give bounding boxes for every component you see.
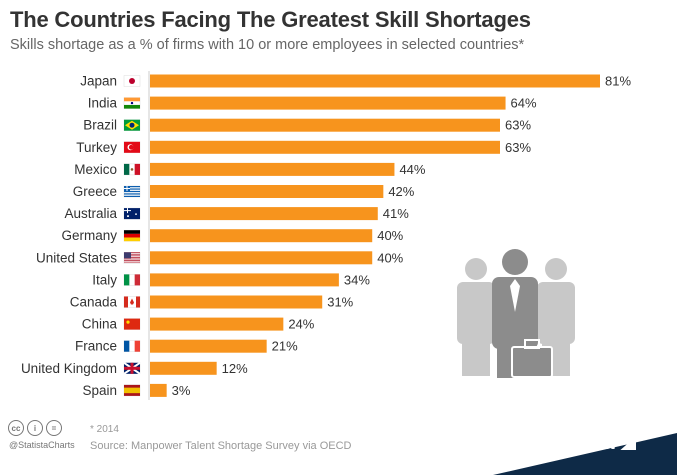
flag-mexico-icon [123, 163, 141, 176]
value-label-greece: 42% [388, 184, 414, 199]
bar-france [150, 339, 267, 353]
bar-australia [150, 207, 378, 221]
category-label-france: France [75, 339, 117, 354]
value-label-united-kingdom: 12% [222, 361, 248, 376]
bar-canada [150, 295, 323, 309]
flag-australia-icon [123, 207, 141, 220]
bar-germany [150, 229, 373, 243]
value-label-brazil: 63% [505, 118, 531, 133]
flag-canada-icon [123, 296, 141, 308]
attribution-icon: i [27, 420, 43, 436]
category-label-turkey: Turkey [76, 140, 117, 155]
value-label-turkey: 63% [505, 140, 531, 155]
bar-spain [150, 383, 167, 397]
flag-united-kingdom-icon [123, 361, 141, 375]
category-label-italy: Italy [92, 272, 117, 287]
category-label-china: China [82, 317, 118, 332]
category-label-united-kingdom: United Kingdom [21, 361, 117, 376]
bar-italy [150, 273, 339, 287]
value-label-china: 24% [288, 317, 314, 332]
flag-china-icon [123, 318, 141, 330]
twitter-handle: @StatistaCharts [9, 440, 75, 450]
flag-germany-icon [123, 229, 141, 242]
category-label-spain: Spain [82, 383, 117, 398]
category-label-canada: Canada [70, 295, 118, 310]
flag-japan-icon [123, 75, 141, 87]
category-label-greece: Greece [73, 184, 117, 199]
category-label-mexico: Mexico [74, 162, 117, 177]
value-label-australia: 41% [383, 206, 409, 221]
category-label-united-states: United States [36, 250, 117, 265]
category-label-australia: Australia [64, 206, 117, 221]
statista-logo-text[interactable]: statista [541, 431, 637, 455]
bar-united-states [150, 251, 373, 265]
chart-subtitle: Skills shortage as a % of firms with 10 … [10, 37, 525, 53]
value-label-spain: 3% [172, 383, 191, 398]
flag-spain-icon [123, 384, 141, 397]
creative-commons-icons: cc i = [8, 420, 62, 436]
value-label-germany: 40% [377, 228, 403, 243]
category-labels-layer: Japan India Brazil Turkey Mexico Greece Austra… [21, 74, 118, 398]
bar-greece [150, 185, 384, 198]
no-derivatives-icon: = [46, 420, 62, 436]
value-label-india: 64% [511, 96, 537, 111]
briefcase-icon [511, 339, 553, 378]
footnote: * 2014 [90, 424, 119, 435]
bar-turkey [150, 140, 500, 154]
bar-united-kingdom [150, 361, 217, 375]
cc-icon: cc [8, 420, 24, 436]
value-label-mexico: 44% [399, 162, 425, 177]
value-label-canada: 31% [327, 295, 353, 310]
flag-india-icon [123, 97, 141, 109]
value-label-italy: 34% [344, 272, 370, 287]
statista-logo-icon [620, 436, 637, 450]
value-label-united-states: 40% [377, 250, 403, 265]
flag-united-states-icon [123, 252, 141, 264]
bars-layer [150, 74, 600, 397]
flag-greece-icon [123, 185, 141, 198]
bar-india [150, 96, 506, 110]
flags-layer [123, 75, 141, 397]
value-labels-layer: 81% 64% 63% 63% 44% 42% 41% 40% 40% 34% 31% 24% 21% 1… [172, 74, 632, 398]
chart-title: The Countries Facing The Greatest Skill … [10, 7, 531, 32]
category-label-germany: Germany [61, 228, 117, 243]
source-note: Source: Manpower Talent Shortage Survey … [90, 440, 352, 452]
flag-france-icon [123, 340, 141, 352]
category-label-japan: Japan [80, 74, 117, 89]
bar-brazil [150, 118, 500, 132]
flag-italy-icon [123, 274, 141, 286]
value-label-japan: 81% [605, 74, 631, 89]
bar-china [150, 317, 284, 331]
bar-mexico [150, 162, 395, 176]
value-label-france: 21% [272, 339, 298, 354]
bar-japan [150, 74, 600, 88]
category-label-brazil: Brazil [83, 118, 117, 133]
flag-brazil-icon [123, 119, 141, 131]
flag-turkey-icon [123, 141, 141, 154]
category-label-india: India [88, 96, 118, 111]
